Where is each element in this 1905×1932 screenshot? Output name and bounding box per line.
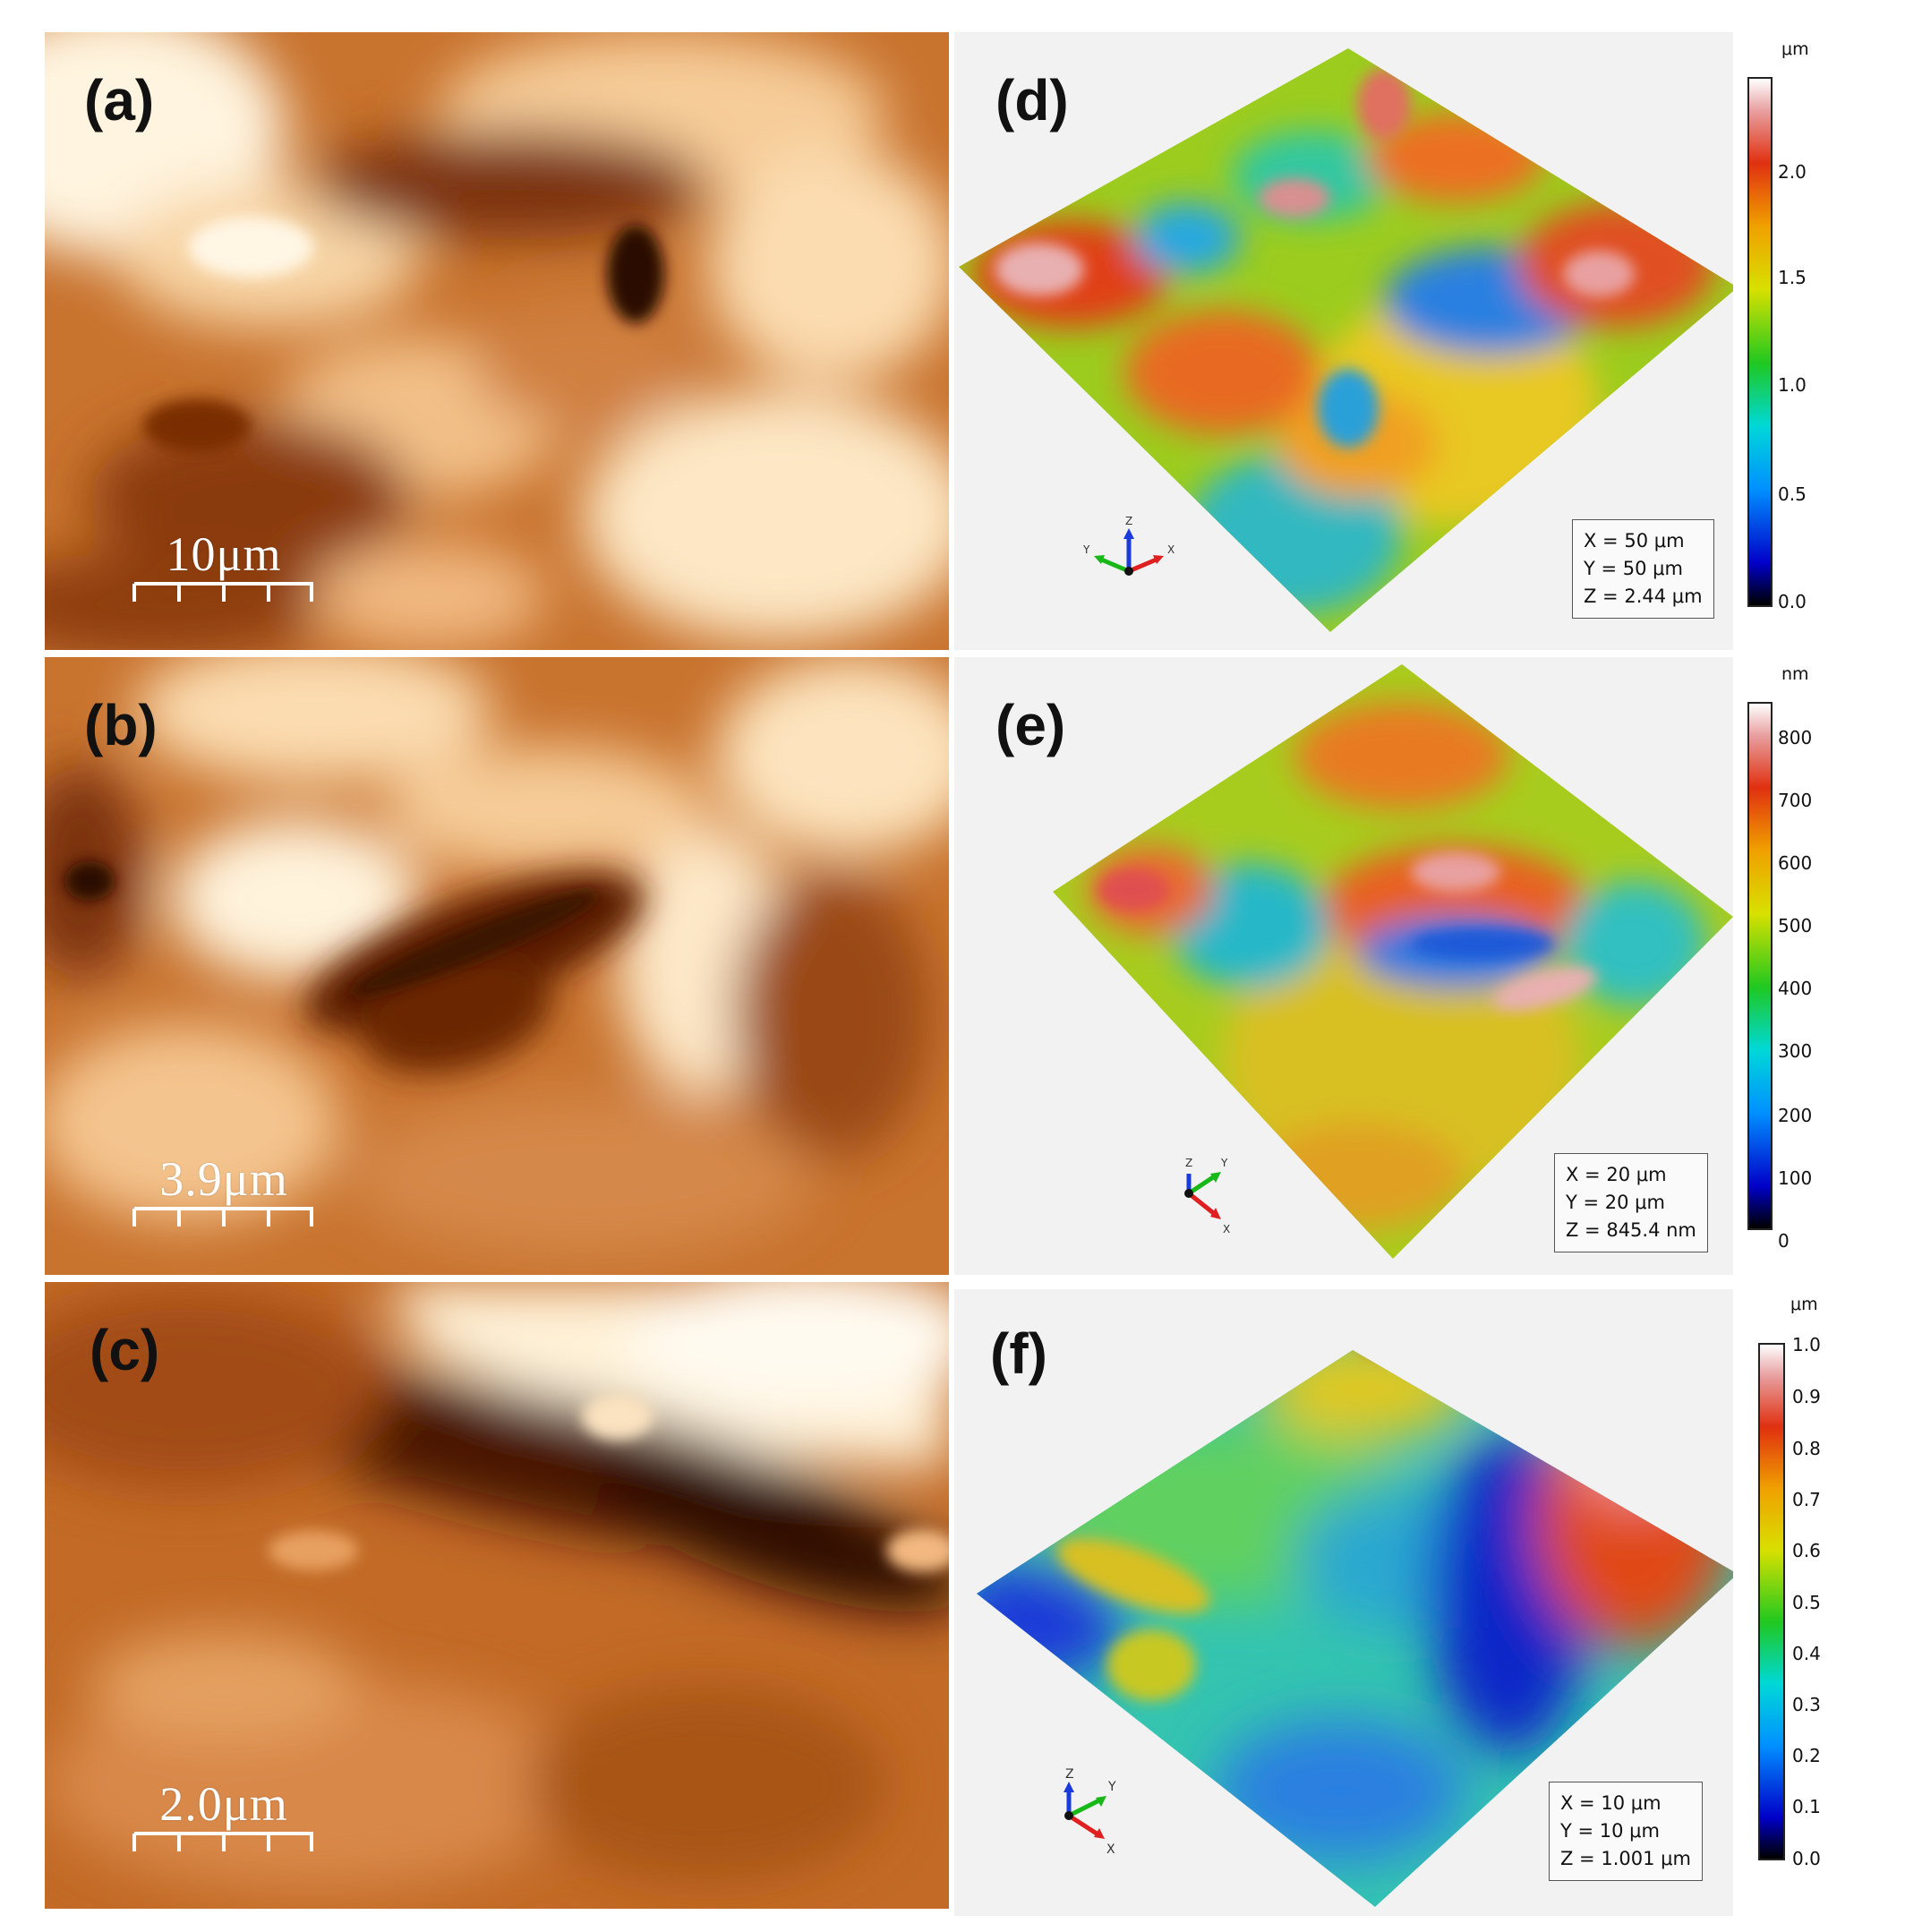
colorbar-d-tick: 1.0 xyxy=(1778,374,1807,396)
afm-height-map-a xyxy=(45,32,949,650)
axis-y-label-e: Y xyxy=(1220,1157,1228,1169)
colorbar-d-tick: 2.0 xyxy=(1778,161,1807,183)
colorbar-e-tick: 400 xyxy=(1778,978,1813,999)
scale-bar-c: 2.0μm xyxy=(132,1777,313,1855)
colorbar-f-tick: 0.5 xyxy=(1792,1592,1821,1613)
colorbar-f-tick: 0.9 xyxy=(1792,1386,1821,1407)
axis-triad-f: Z Y X xyxy=(1064,1767,1116,1857)
scale-bar-a-line xyxy=(132,582,313,605)
scale-bar-b: 3.9μm xyxy=(132,1152,313,1230)
colorbar-f: μm 0.0 0.1 0.2 0.3 0.4 0.5 0.6 0.7 0.8 0… xyxy=(1737,1289,1844,1916)
colorbar-d-gradient xyxy=(1747,77,1773,607)
colorbar-e-gradient xyxy=(1747,702,1773,1230)
colorbar-d-tick: 0.5 xyxy=(1778,483,1807,505)
scale-bar-b-line xyxy=(132,1207,313,1230)
colorbar-f-tick: 0.4 xyxy=(1792,1643,1821,1664)
axis-z-label-e: Z xyxy=(1185,1157,1192,1169)
dim-y-e: Y = 20 μm xyxy=(1566,1192,1665,1213)
3d-surface-d xyxy=(959,48,1733,632)
afm-panel-a: (a) 10μm xyxy=(45,32,949,650)
axis-y-label-d: Y xyxy=(1082,543,1090,556)
colorbar-e-tick: 0 xyxy=(1778,1230,1790,1252)
3d-view-panel-e: (e) Z Y X X = 20 μm Y = 20 μm Z = 845.4 … xyxy=(954,657,1733,1275)
colorbar-e-tick: 800 xyxy=(1778,727,1813,748)
dimensions-box-e: X = 20 μm Y = 20 μm Z = 845.4 nm xyxy=(1554,1153,1708,1252)
afm-height-map-b xyxy=(45,657,949,1275)
3d-surface-f xyxy=(977,1350,1733,1907)
panel-label-b: (b) xyxy=(84,693,158,757)
scale-bar-a-text: 10μm xyxy=(166,527,282,581)
panel-label-e: (e) xyxy=(995,693,1066,757)
colorbar-e-unit: nm xyxy=(1781,664,1809,684)
dim-z-f: Z = 1.001 μm xyxy=(1560,1848,1691,1869)
dim-x-d: X = 50 μm xyxy=(1584,530,1685,551)
axis-z-label-f: Z xyxy=(1065,1767,1074,1782)
colorbar-f-tick: 0.8 xyxy=(1792,1438,1821,1459)
dim-y-f: Y = 10 μm xyxy=(1560,1820,1660,1842)
colorbar-d-tick: 1.5 xyxy=(1778,267,1807,288)
dim-x-e: X = 20 μm xyxy=(1566,1164,1667,1185)
colorbar-f-tick: 0.3 xyxy=(1792,1694,1821,1715)
colorbar-f-tick: 0.0 xyxy=(1792,1848,1821,1869)
afm-panel-c: (c) 2.0μm xyxy=(45,1282,949,1909)
scale-bar-c-text: 2.0μm xyxy=(159,1777,288,1831)
panel-label-c: (c) xyxy=(90,1318,160,1382)
colorbar-e-tick: 600 xyxy=(1778,852,1813,874)
colorbar-f-tick: 0.7 xyxy=(1792,1489,1821,1510)
dim-z-e: Z = 845.4 nm xyxy=(1566,1219,1696,1241)
colorbar-f-tick: 0.6 xyxy=(1792,1540,1821,1561)
colorbar-d-tick: 0.0 xyxy=(1778,591,1807,612)
axis-z-label-d: Z xyxy=(1125,516,1132,527)
scale-bar-a: 10μm xyxy=(132,527,313,605)
colorbar-f-unit: μm xyxy=(1790,1295,1818,1314)
3d-view-panel-f: (f) Z Y X X = 10 μm Y = 10 μm Z = 1.001 … xyxy=(954,1289,1733,1916)
colorbar-f-tick: 0.2 xyxy=(1792,1745,1821,1766)
colorbar-e-tick: 200 xyxy=(1778,1105,1813,1126)
scale-bar-c-line xyxy=(132,1832,313,1855)
colorbar-d-unit: μm xyxy=(1781,39,1809,59)
dim-x-f: X = 10 μm xyxy=(1560,1792,1662,1814)
colorbar-f-tick: 1.0 xyxy=(1792,1334,1821,1355)
panel-label-d: (d) xyxy=(995,68,1069,133)
colorbar-e-tick: 300 xyxy=(1778,1040,1813,1062)
axis-x-label-f: X xyxy=(1106,1842,1115,1857)
3d-view-panel-d: (d) Z Y X X = 50 μm Y = 50 μm Z = 2.44 μ… xyxy=(954,32,1733,650)
axis-y-label-f: Y xyxy=(1107,1780,1116,1794)
axis-triad-e: Z Y X xyxy=(1184,1157,1230,1235)
colorbar-e: nm 0 100 200 300 400 500 600 700 800 xyxy=(1737,657,1835,1275)
panel-label-a: (a) xyxy=(84,68,155,133)
colorbar-e-tick: 100 xyxy=(1778,1167,1813,1189)
3d-surface-e xyxy=(1053,664,1733,1259)
afm-panel-b: (b) 3.9μm xyxy=(45,657,949,1275)
dim-z-d: Z = 2.44 μm xyxy=(1584,586,1703,607)
colorbar-e-tick: 500 xyxy=(1778,915,1813,936)
axis-x-label-d: X xyxy=(1167,543,1175,556)
colorbar-f-gradient xyxy=(1758,1343,1785,1860)
scale-bar-b-text: 3.9μm xyxy=(159,1152,288,1206)
dimensions-box-d: X = 50 μm Y = 50 μm Z = 2.44 μm xyxy=(1572,519,1714,619)
axis-triad-d: Z Y X xyxy=(1082,516,1175,576)
dim-y-d: Y = 50 μm xyxy=(1584,558,1683,579)
axis-x-label-e: X xyxy=(1223,1223,1230,1235)
colorbar-e-tick: 700 xyxy=(1778,790,1813,811)
colorbar-f-tick: 0.1 xyxy=(1792,1796,1821,1817)
colorbar-d: μm 0.0 0.5 1.0 1.5 2.0 xyxy=(1737,32,1835,650)
panel-label-f: (f) xyxy=(990,1321,1047,1386)
dimensions-box-f: X = 10 μm Y = 10 μm Z = 1.001 μm xyxy=(1549,1782,1703,1881)
